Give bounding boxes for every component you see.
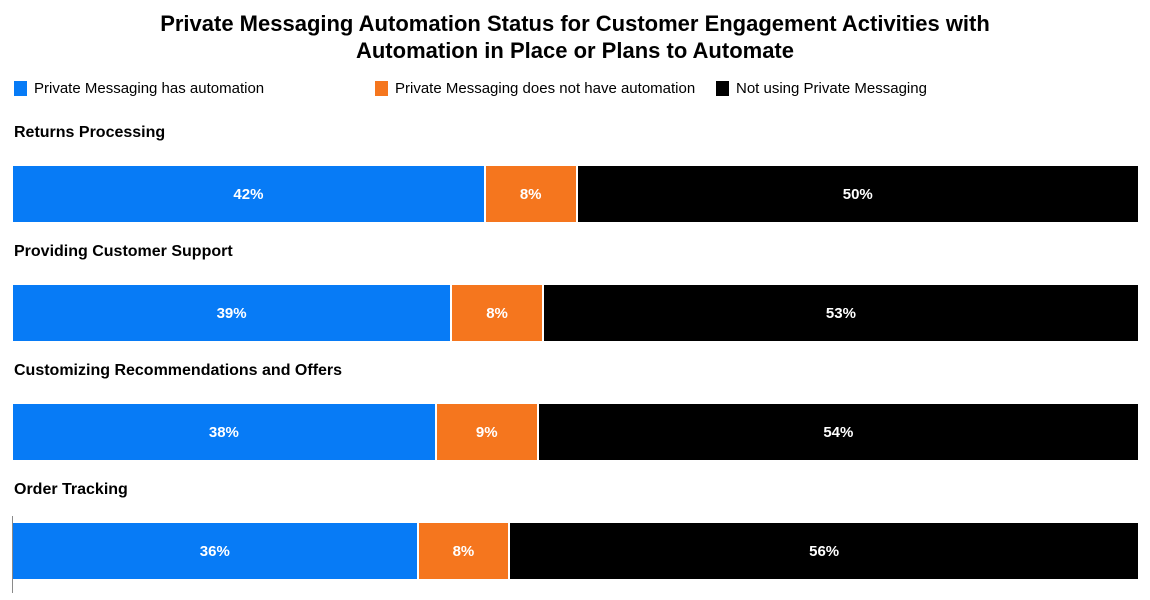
category-label-returns-processing: Returns Processing [14,124,166,141]
bar-value-label: 42% [233,185,264,203]
bar-segment: 8% [452,285,544,341]
bar-segment: 53% [543,285,1138,341]
legend-swatch-blue-icon [14,81,27,96]
bar-value-label: 53% [825,304,856,322]
stacked-bar-returns-processing: 42% 8% 50% [13,166,1138,222]
bar-value-label: 36% [199,542,230,560]
legend-label: Not using Private Messaging [736,80,927,97]
bar-segment: 8% [418,523,511,579]
legend-swatch-orange-icon [375,81,388,96]
bar-segment: 36% [13,523,419,579]
bar-value-label: 8% [452,542,475,560]
legend-label: Private Messaging has automation [34,80,265,97]
legend-label: Private Messaging does not have automati… [395,80,696,97]
legend-item-not-using: Not using Private Messaging [716,80,927,97]
bar-value-label: 56% [809,542,840,560]
legend-item-no-automation: Private Messaging does not have automati… [375,80,695,97]
bar-segment: 9% [436,404,539,460]
stacked-bar-customizing-recommendations: 38% 9% 54% [13,404,1138,460]
bar-value-label: 54% [823,423,854,441]
bar-value-label: 8% [519,185,542,203]
legend-swatch-black-icon [716,81,729,96]
bar-value-label: 38% [208,423,239,441]
bar-segment: 8% [485,166,578,222]
stacked-bar-providing-customer-support: 39% 8% 53% [13,285,1138,341]
bar-value-label: 9% [475,423,498,441]
category-label-order-tracking: Order Tracking [14,481,128,498]
y-axis-line [12,516,13,593]
bar-segment: 50% [577,166,1138,222]
category-label-providing-customer-support: Providing Customer Support [14,243,233,260]
bar-value-label: 8% [486,304,508,322]
legend-item-has-automation: Private Messaging has automation [14,80,264,97]
chart-title: Private Messaging Automation Status for … [0,10,1150,64]
chart-title-text: Private Messaging Automation Status for … [160,11,990,63]
bar-segment: 42% [13,166,486,222]
bar-segment: 38% [13,404,437,460]
bar-segment: 39% [13,285,453,341]
bar-segment: 54% [538,404,1138,460]
stacked-bar-order-tracking: 36% 8% 56% [13,523,1139,579]
category-label-customizing-recommendations: Customizing Recommendations and Offers [14,362,343,379]
bar-segment: 56% [510,523,1139,579]
bar-value-label: 50% [842,185,873,203]
bar-value-label: 39% [216,304,247,322]
